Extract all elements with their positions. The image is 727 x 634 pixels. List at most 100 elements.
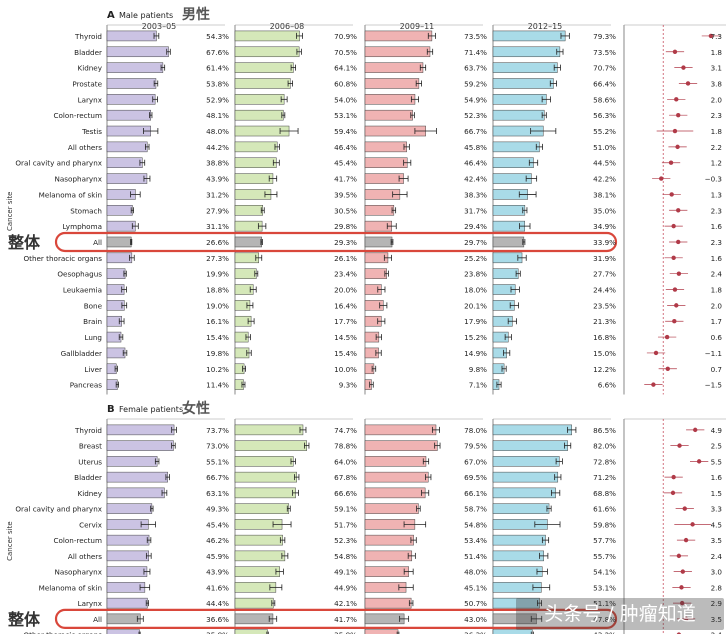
- value-label: 16.4%: [334, 301, 357, 310]
- value-label: 59.8%: [593, 520, 616, 529]
- row-label: All: [93, 238, 102, 247]
- bar: [234, 62, 294, 73]
- value-label: 44.9%: [334, 583, 357, 592]
- bar: [364, 487, 426, 499]
- value-label: 51.4%: [464, 552, 487, 561]
- bar: [492, 30, 566, 42]
- value-label: 31.2%: [206, 190, 229, 199]
- value-label: 61.6%: [593, 505, 616, 514]
- change-dot: [664, 334, 670, 340]
- change-label: 2.5: [711, 442, 722, 451]
- value-label: 43.2%: [593, 631, 616, 634]
- value-label: 70.9%: [334, 32, 357, 41]
- value-label: 38.8%: [206, 159, 229, 168]
- value-label: 35.8%: [206, 631, 229, 634]
- change-label: 3.5: [711, 536, 722, 545]
- watermark: 头条号 / 肿瘤知道: [516, 598, 724, 630]
- value-label: 59.2%: [464, 79, 487, 88]
- value-label: 56.3%: [593, 111, 616, 120]
- all-highlight: [54, 608, 618, 629]
- change-dot: [665, 366, 670, 371]
- row-label: Melanoma of skin: [39, 190, 102, 199]
- row-label: All: [93, 615, 102, 624]
- bar: [234, 503, 290, 514]
- value-label: 64.1%: [334, 64, 357, 73]
- value-label: 63.1%: [206, 489, 229, 498]
- bar: [364, 268, 387, 279]
- value-label: 6.6%: [598, 381, 616, 390]
- value-label: 64.0%: [334, 457, 357, 466]
- change-label: 1.6: [711, 222, 723, 231]
- row-label: Kidney: [77, 64, 102, 73]
- value-label: 49.3%: [206, 505, 229, 514]
- value-label: 71.4%: [464, 48, 487, 57]
- value-label: 15.2%: [464, 333, 487, 342]
- value-label: 71.2%: [593, 473, 616, 482]
- panel-title: Female patients: [119, 405, 183, 414]
- value-label: 86.5%: [593, 426, 616, 435]
- bar: [106, 46, 169, 58]
- change-dot: [671, 474, 676, 480]
- change-dot: [670, 490, 676, 496]
- value-label: 45.8%: [464, 143, 487, 152]
- bar: [234, 534, 283, 546]
- change-label: 1.6: [711, 254, 723, 263]
- value-label: 30.5%: [334, 206, 357, 215]
- change-dot: [651, 382, 656, 387]
- bar: [364, 62, 424, 73]
- change-label: 0.7: [711, 365, 722, 374]
- bar: [364, 173, 404, 184]
- value-label: 68.8%: [593, 489, 616, 498]
- bar: [234, 109, 284, 121]
- change-dot: [685, 81, 691, 86]
- change-dot: [679, 585, 684, 590]
- value-label: 23.5%: [593, 301, 616, 310]
- value-label: 10.0%: [334, 365, 357, 374]
- row-label: Bladder: [74, 473, 102, 482]
- bar: [106, 534, 150, 546]
- bar: [492, 440, 568, 451]
- change-label: 0.6: [711, 333, 723, 342]
- value-label: 73.5%: [464, 32, 487, 41]
- bar: [106, 141, 148, 153]
- all-highlight: [54, 231, 618, 253]
- value-label: 54.3%: [206, 32, 229, 41]
- change-dot: [672, 319, 677, 324]
- value-label: 15.4%: [334, 349, 357, 358]
- bar: [364, 456, 427, 467]
- bar: [364, 109, 413, 121]
- bar: [364, 30, 433, 42]
- value-label: 14.9%: [464, 349, 487, 358]
- value-label: 52.9%: [206, 95, 229, 104]
- change-dot: [653, 350, 659, 356]
- bar: [364, 471, 429, 483]
- value-label: 67.0%: [464, 457, 487, 466]
- row-label: Nasopharynx: [55, 175, 103, 184]
- bar: [492, 78, 554, 89]
- value-label: 44.2%: [206, 143, 229, 152]
- row-label: Other thoracic organs: [23, 631, 102, 634]
- change-dot: [683, 537, 689, 543]
- change-dot: [676, 208, 681, 213]
- change-label: 2.8: [711, 583, 723, 592]
- bar: [234, 487, 296, 499]
- value-label: 82.0%: [593, 442, 616, 451]
- bar: [492, 550, 544, 562]
- change-label: 1.2: [711, 159, 722, 168]
- value-label: 45.9%: [206, 552, 229, 561]
- bar: [492, 471, 559, 483]
- bar: [234, 629, 268, 634]
- bar: [234, 252, 260, 264]
- bar: [106, 503, 153, 514]
- change-dot: [683, 616, 689, 622]
- bar: [106, 456, 158, 467]
- panel-title-cn: 女性: [182, 400, 210, 417]
- bar: [106, 220, 136, 232]
- row-label: Thyroid: [74, 32, 102, 41]
- all-label-cn: 整体: [7, 610, 41, 629]
- value-label: 31.7%: [464, 206, 487, 215]
- change-label: 2.4: [711, 270, 723, 279]
- change-label: 2.9: [711, 599, 723, 608]
- bar: [364, 597, 412, 609]
- value-label: 50.7%: [464, 599, 487, 608]
